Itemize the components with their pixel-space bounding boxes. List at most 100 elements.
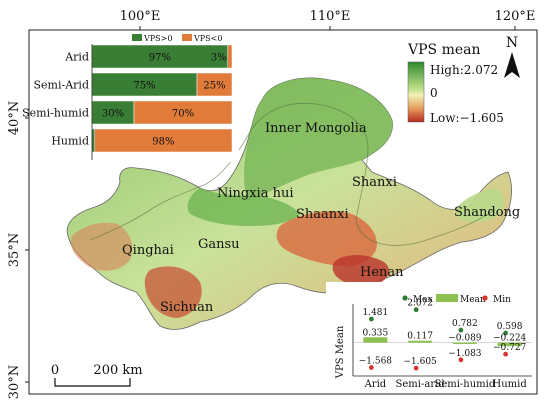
region-label-qinghai: Qinghai xyxy=(122,243,174,258)
region-label-shanxi: Shanxi xyxy=(352,175,397,190)
inset2-mean-bar-2 xyxy=(452,342,477,345)
region-label-inner-mongolia: Inner Mongolia xyxy=(265,121,367,136)
inset2-max-label-3: 0.598 xyxy=(497,322,523,332)
yellow-river-line xyxy=(89,102,496,246)
inset1-bars: 97%3%75%25%30%70%2%98% xyxy=(91,44,233,153)
north-arrow: N xyxy=(504,35,520,78)
inset2-max-label-0: 1.481 xyxy=(362,308,388,318)
inset2-max-point-0 xyxy=(368,316,374,322)
map-legend: VPS mean High:2.072 0 Low:−1.605 xyxy=(407,42,504,125)
inset2-min-label-1: −1.605 xyxy=(403,357,437,367)
ordos-green-zone xyxy=(244,78,393,200)
inset1-bar-0-1 xyxy=(227,44,233,69)
inset1-bar-label-0-1: 3% xyxy=(211,53,227,64)
inset1-category-1: Semi-Arid xyxy=(34,79,89,92)
inset1-bar-label-2-0: 30% xyxy=(102,109,124,120)
lon-label-110: 110°E xyxy=(310,9,351,24)
inset2-mean-bar-0 xyxy=(363,337,388,343)
inset2-max-point-2 xyxy=(458,327,464,333)
frame-ticks xyxy=(25,26,516,383)
inset2-legend-label-0: Max xyxy=(413,295,433,305)
lon-label-100: 100°E xyxy=(120,9,161,24)
inset2-legend-swatch-0 xyxy=(402,295,408,301)
region-label-ningxia: Ningxia hui xyxy=(217,186,294,201)
inset2-min-label-0: −1.568 xyxy=(359,357,393,367)
inset2-mean-bar-3 xyxy=(497,342,522,347)
basin-outline xyxy=(66,77,512,330)
inset2-ylabel: VPS Mean xyxy=(335,325,346,379)
legend-mid-label: 0 xyxy=(430,86,438,100)
region-label-gansu: Gansu xyxy=(198,237,240,252)
inset2-min-point-3 xyxy=(503,351,509,357)
river-basin-map xyxy=(66,77,512,330)
inset2-category-2: Semi-humid xyxy=(434,379,495,390)
inset2-mean-label-1: 0.117 xyxy=(407,332,433,342)
north-arrow-label: N xyxy=(506,35,518,51)
inset2-category-0: Arid xyxy=(364,379,387,390)
inset2-mean-label-0: 0.335 xyxy=(362,328,388,338)
inset1-legend: VPS>0 VPS<0 xyxy=(132,34,222,43)
lat-label-40: 40°N xyxy=(7,101,22,135)
inset2-mean-bar-1 xyxy=(408,340,433,343)
north-arrow-icon xyxy=(504,52,520,78)
inset1-bar-label-0-0: 97% xyxy=(149,53,171,64)
inset2-min-point-0 xyxy=(368,365,374,370)
inset2-max-point-1 xyxy=(413,307,419,313)
inset2-legend-label-1: Mean xyxy=(460,295,486,305)
inset1-bar-3-0 xyxy=(91,128,96,153)
inset2-max-label-1: 2.072 xyxy=(407,299,433,309)
inset2-min-label-3: −0.727 xyxy=(493,343,527,353)
lon-label-120: 120°E xyxy=(495,9,536,24)
shandong-zone xyxy=(455,188,504,222)
lat-label-30: 30°N xyxy=(7,365,22,399)
inset2-min-label-2: −1.083 xyxy=(448,349,482,359)
henan-red-zone xyxy=(332,255,389,287)
legend-low-label: Low:−1.605 xyxy=(430,111,504,125)
inset2-legend-swatch-2 xyxy=(482,295,488,301)
inset2-mean-label-3: −0.224 xyxy=(493,334,527,344)
region-label-henan: Henan xyxy=(360,265,404,280)
inset1-bar-1-1 xyxy=(196,72,233,97)
inset1-bar-label-2-1: 70% xyxy=(172,109,194,120)
inset1-legend-swatch-0 xyxy=(132,34,142,41)
shaanxi-red-zone xyxy=(276,211,377,267)
inset1-bar-2-1 xyxy=(133,100,233,125)
inset2-category-3: Humid xyxy=(493,379,528,390)
inset2-min-point-2 xyxy=(458,357,464,363)
inset2-background xyxy=(326,282,536,392)
scale-bar-line xyxy=(54,378,131,387)
region-labels: Inner Mongolia Ningxia hui Shanxi Shaanx… xyxy=(122,121,520,315)
inset-stacked-bar-chart: VPS>0 VPS<0 AridSemi-AridSemi-humidHumid … xyxy=(22,31,239,162)
region-label-shandong: Shandong xyxy=(454,205,520,220)
qinghai-mixed-zone xyxy=(70,222,133,271)
inset2-max-label-2: 0.782 xyxy=(452,319,478,329)
legend-title: VPS mean xyxy=(407,42,481,58)
scale-bar: 0 200 km xyxy=(51,363,143,387)
inset1-legend-swatch-1 xyxy=(182,34,192,41)
scale-distance-label: 200 km xyxy=(93,363,142,378)
inset2-legend-swatch-1 xyxy=(436,294,458,302)
inset1-legend-label-1: VPS<0 xyxy=(193,34,222,43)
inset2-legend-label-2: Min xyxy=(493,295,511,305)
inset1-category-2: Semi-humid xyxy=(22,107,89,120)
inset1-legend-label-0: VPS>0 xyxy=(143,34,172,43)
inset1-category-3: Humid xyxy=(51,135,89,148)
inset2-legend: Max Mean Min xyxy=(402,294,511,305)
inset-vps-mean-chart: VPS Mean Max Mean Min Arid Semi-aridSemi-hu… xyxy=(326,282,536,392)
inset1-bar-3-1 xyxy=(94,128,233,153)
inset2-max-point-3 xyxy=(503,330,509,336)
inset1-bar-label-3-1: 98% xyxy=(152,137,174,148)
inset1-category-0: Arid xyxy=(64,51,89,64)
scale-zero-label: 0 xyxy=(51,363,59,378)
inset2-category-1: Semi-arid xyxy=(396,379,446,390)
legend-high-label: High:2.072 xyxy=(430,63,498,77)
lat-label-35: 35°N xyxy=(7,233,22,267)
sichuan-red-zone xyxy=(144,266,202,318)
legend-color-ramp xyxy=(407,61,425,123)
inset1-bar-label-1-0: 75% xyxy=(133,81,155,92)
inset1-bar-label-1-1: 25% xyxy=(203,81,225,92)
central-green-zone xyxy=(187,188,300,226)
inset1-category-labels: Arid Semi-Arid Semi-humid Humid xyxy=(22,51,89,148)
